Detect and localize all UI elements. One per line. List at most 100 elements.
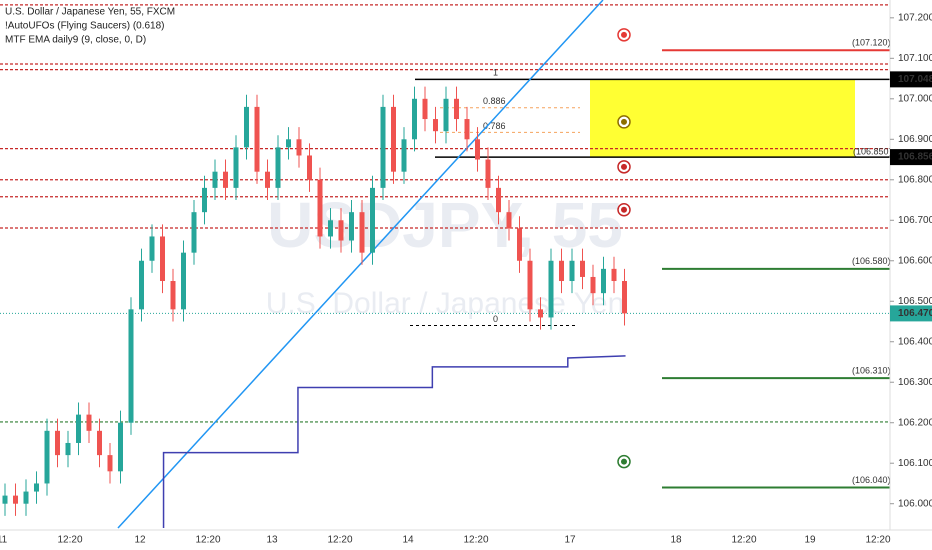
candle-body — [464, 119, 470, 140]
candle-body — [149, 236, 155, 261]
candle-body — [254, 106, 260, 172]
candle-body — [86, 414, 92, 431]
x-tick-label: 18 — [670, 535, 682, 546]
candle-body — [454, 98, 459, 120]
x-tick-label: 12:20 — [463, 535, 488, 546]
x-tick-label: 12:20 — [195, 535, 220, 546]
candle-body — [307, 155, 312, 180]
y-tick-label: 106.300 — [898, 377, 932, 388]
header-symbol: U.S. Dollar / Japanese Yen, 55, FXCM — [5, 7, 175, 18]
fib-label: 1 — [493, 68, 498, 78]
fib-label: 0.886 — [483, 96, 506, 106]
candle-body — [296, 139, 302, 156]
y-tick-label: 106.700 — [898, 215, 932, 226]
x-tick-label: 17 — [564, 535, 576, 546]
candle-body — [76, 414, 81, 443]
y-tick-label: 106.800 — [898, 174, 932, 185]
candle-body — [517, 228, 522, 261]
candle-body — [160, 236, 165, 282]
watermark: USDJPY, 55 U.S. Dollar / Japanese Yen — [266, 189, 625, 320]
header-indicator: MTF EMA daily9 (9, close, 0, D) — [5, 35, 146, 46]
candle-body — [559, 260, 564, 282]
candle-body — [244, 106, 249, 148]
candle-body — [212, 171, 218, 188]
price-tag — [890, 71, 932, 88]
candle-body — [391, 106, 396, 172]
candle-body — [202, 187, 207, 213]
price-tag — [890, 305, 932, 322]
candle-body — [44, 430, 50, 484]
candle-body — [223, 171, 228, 188]
candle-body — [338, 220, 344, 241]
zone — [590, 79, 855, 158]
candle-body — [496, 187, 501, 213]
candle-body — [118, 422, 123, 472]
candle-body — [412, 98, 417, 140]
y-tick-label: 106.000 — [898, 498, 932, 509]
candle-body — [569, 260, 575, 282]
candle-body — [128, 309, 134, 423]
ema-line — [162, 355, 626, 528]
candle-body — [265, 171, 270, 188]
candle-body — [538, 309, 543, 318]
price-tag — [890, 149, 932, 166]
watermark-symbol: USDJPY, 55 — [267, 189, 623, 261]
trendline — [117, 0, 604, 529]
x-tick-label: 12:20 — [865, 535, 890, 546]
candle-body — [275, 147, 281, 188]
fib-label: 0.786 — [483, 121, 506, 131]
candle-body — [23, 491, 29, 504]
candle-body — [191, 212, 197, 253]
y-tick-label: 106.400 — [898, 336, 932, 347]
candle-body — [139, 260, 144, 310]
candle-body — [317, 179, 323, 237]
candle-body — [475, 139, 480, 160]
y-tick-label: 106.500 — [898, 296, 932, 307]
candle-body — [601, 268, 606, 294]
candle-body — [107, 455, 113, 472]
x-tick-label: 12:20 — [731, 535, 756, 546]
x-tick-label: 11 — [0, 535, 8, 546]
y-tick-label: 107.200 — [898, 12, 932, 23]
x-tick-label: 12:20 — [327, 535, 352, 546]
candle-body — [65, 442, 71, 456]
candle-body — [97, 430, 102, 456]
candle-body — [13, 495, 18, 504]
candle-body — [181, 252, 186, 310]
candle-body — [2, 495, 8, 504]
candle-body — [328, 220, 333, 237]
price-tag-label: 107.048 — [898, 74, 932, 85]
candle-body — [485, 159, 491, 188]
candle-body — [55, 430, 60, 456]
ufo-marker-dot — [621, 118, 627, 125]
candle-body — [359, 212, 365, 253]
y-tick-label: 106.100 — [898, 458, 932, 469]
candle-body — [422, 98, 428, 120]
y-tick-label: 107.100 — [898, 53, 932, 64]
y-tick-label: 106.600 — [898, 255, 932, 266]
candle-body — [548, 260, 554, 318]
target-label: (106.310) — [852, 366, 891, 376]
candle-body — [443, 98, 449, 132]
plot: 1 0.886 0.786 0 (106.850) (107.120) (106.580) (… — [0, 0, 892, 529]
y-tick-label: 106.900 — [898, 134, 932, 145]
candle-body — [380, 106, 386, 188]
zone-inner-label: (106.850) — [853, 146, 892, 156]
target-label: (106.580) — [852, 256, 891, 266]
candle-body — [611, 268, 617, 282]
y-tick-label: 106.200 — [898, 417, 932, 428]
target-label: (106.040) — [852, 475, 891, 485]
ufo-marker-dot — [621, 163, 627, 170]
x-tick-label: 14 — [402, 535, 414, 546]
x-tick-label: 12:20 — [57, 535, 82, 546]
candle-body — [170, 281, 176, 310]
candle-body — [590, 276, 596, 294]
candle-body — [286, 139, 291, 148]
candle-body — [233, 147, 239, 188]
ufo-marker-dot — [621, 458, 627, 465]
candle-body — [527, 260, 533, 310]
price-tag-label: 106.470 — [898, 308, 932, 319]
target-label: (107.120) — [852, 38, 891, 48]
fib-label: 0 — [493, 314, 498, 324]
